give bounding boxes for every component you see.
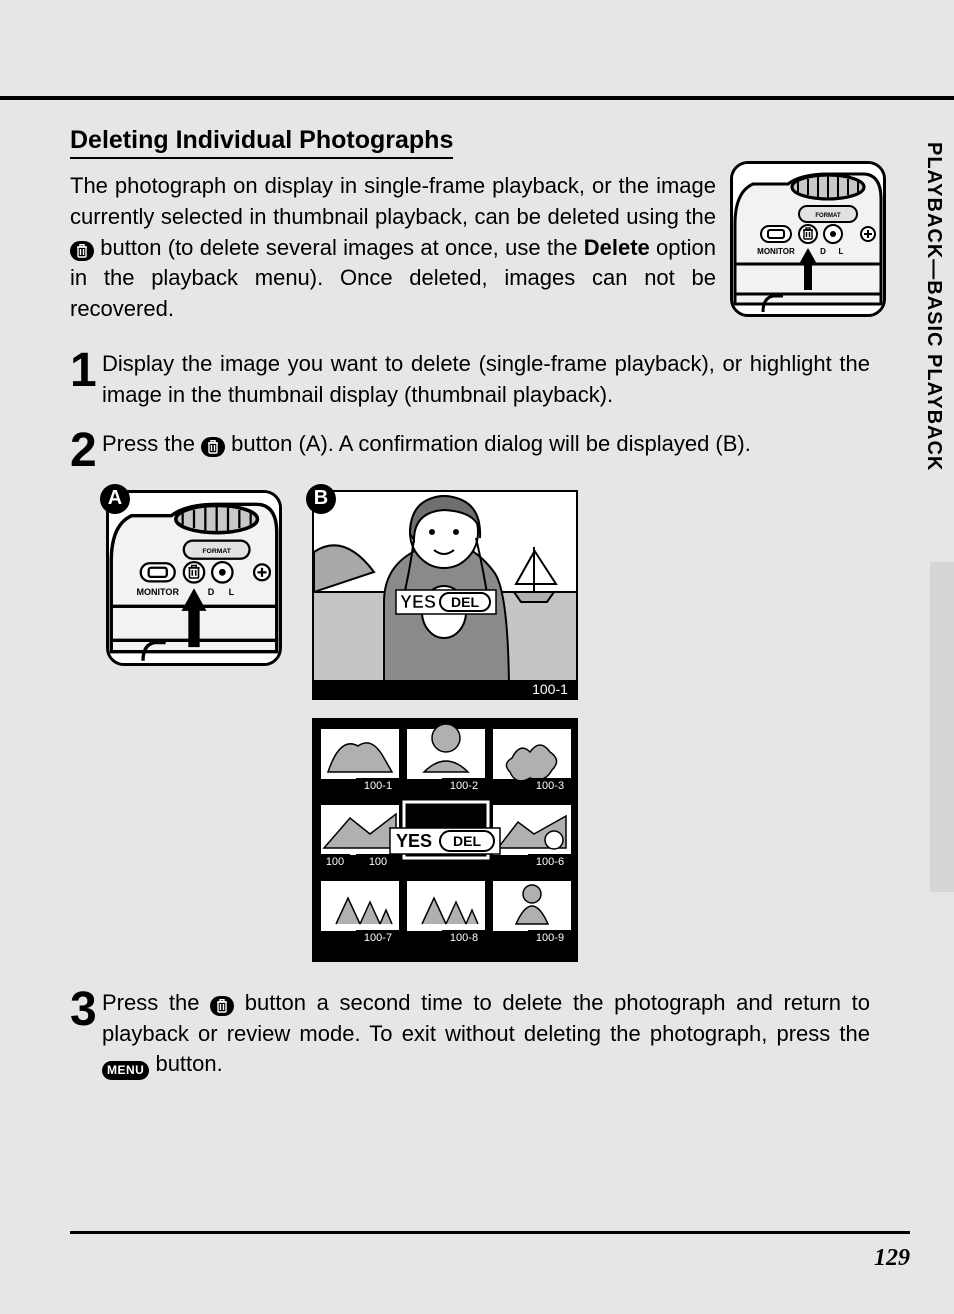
camera-fig-top: FORMAT <box>730 161 880 311</box>
side-tab-label: PLAYBACK—BASIC PLAYBACK <box>922 142 945 471</box>
trash-button-icon <box>201 437 225 457</box>
camera-a-illustration: FORMAT MONITO <box>109 493 279 663</box>
figure-c-illustration: 100-1 100-2 100-3 100 100 100-6 100-7 100-8 100-… <box>314 720 576 960</box>
figure-b-illustration: YES DEL 100-1 <box>314 492 576 698</box>
svg-text:L: L <box>839 247 844 256</box>
svg-text:DEL: DEL <box>453 833 481 849</box>
svg-text:100-9: 100-9 <box>536 932 564 944</box>
figure-b: B <box>312 490 578 700</box>
svg-text:100-1: 100-1 <box>364 780 392 792</box>
svg-text:FORMAT: FORMAT <box>815 213 841 219</box>
figure-b-column: B <box>312 490 578 962</box>
side-tab: PLAYBACK—BASIC PLAYBACK <box>918 142 954 542</box>
svg-text:DEL: DEL <box>451 594 479 610</box>
step-2-text-b: button (A). A confirmation dialog will b… <box>225 431 751 456</box>
top-rule <box>0 96 954 100</box>
step-1-number: 1 <box>70 349 102 411</box>
step-2-number: 2 <box>70 429 102 472</box>
section-title: Deleting Individual Photographs <box>70 126 453 159</box>
svg-text:FORMAT: FORMAT <box>202 548 231 555</box>
lead-paragraph: FORMAT <box>70 171 870 325</box>
content-column: Deleting Individual Photographs <box>70 126 870 1098</box>
step-2-illustrations: A FORMAT <box>106 490 870 962</box>
svg-text:100-6: 100-6 <box>536 856 564 868</box>
svg-text:100-7: 100-7 <box>364 932 392 944</box>
lead-text-1: The photograph on display in single-fram… <box>70 173 716 229</box>
svg-text:100-1: 100-1 <box>532 681 568 697</box>
step-3-text-a: Press the <box>102 990 210 1015</box>
step-2: 2 Press the button (A). A confirmation d… <box>70 429 870 472</box>
svg-text:100-2: 100-2 <box>450 780 478 792</box>
menu-button-icon: MENU <box>102 1061 149 1080</box>
step-1: 1 Display the image you want to delete (… <box>70 349 870 411</box>
svg-text:D: D <box>208 587 215 597</box>
badge-b: B <box>306 484 336 514</box>
svg-text:MONITOR: MONITOR <box>136 587 179 597</box>
svg-text:MONITOR: MONITOR <box>757 247 795 256</box>
svg-text:100-3: 100-3 <box>536 780 564 792</box>
delete-word: Delete <box>584 235 650 260</box>
svg-text:100: 100 <box>369 856 387 868</box>
page-number: 129 <box>874 1245 910 1272</box>
svg-text:D: D <box>820 247 826 256</box>
bottom-rule <box>70 1231 910 1234</box>
step-2-text-a: Press the <box>102 431 201 456</box>
svg-text:100-8: 100-8 <box>450 932 478 944</box>
manual-page: PLAYBACK—BASIC PLAYBACK Deleting Individ… <box>0 0 954 1314</box>
svg-text:100: 100 <box>326 856 344 868</box>
svg-text:L: L <box>229 587 235 597</box>
step-3-text: Press the button a second time to delete… <box>102 988 870 1081</box>
lead-text-2: button (to delete several images at once… <box>94 235 584 260</box>
badge-a: A <box>100 484 130 514</box>
step-2-text: Press the button (A). A confirmation dia… <box>102 429 870 472</box>
trash-button-icon <box>210 996 234 1016</box>
side-notch <box>930 562 954 892</box>
figure-a: A FORMAT <box>106 490 282 666</box>
step-3: 3 Press the button a second time to dele… <box>70 988 870 1081</box>
trash-button-icon <box>70 241 94 261</box>
camera-top-illustration: FORMAT <box>733 164 883 314</box>
step-3-number: 3 <box>70 988 102 1081</box>
step-1-text: Display the image you want to delete (si… <box>102 349 870 411</box>
svg-text:YES: YES <box>396 831 432 851</box>
figure-c: 100-1 100-2 100-3 100 100 100-6 100-7 100-8 100-… <box>312 718 578 962</box>
step-3-text-c: button. <box>149 1051 222 1076</box>
svg-text:YES: YES <box>400 592 436 612</box>
